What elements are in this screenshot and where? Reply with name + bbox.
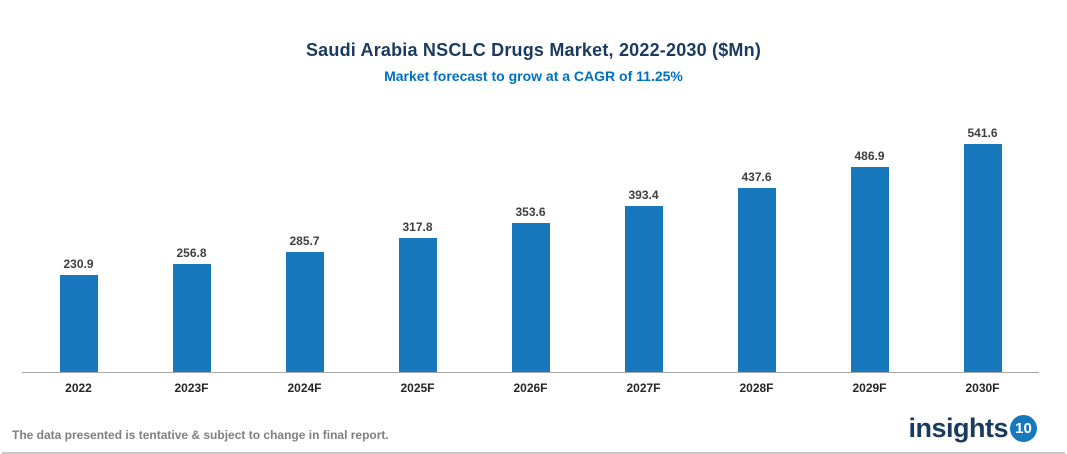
bar-value-label: 230.9: [63, 257, 94, 271]
x-axis-labels: 2022 2023F 2024F 2025F 2026F 2027F 2028F 2029F 2…: [22, 373, 1039, 395]
bar-column: 353.6: [474, 205, 587, 372]
bar-column: 230.9: [22, 257, 135, 372]
x-tick-label: 2026F: [513, 381, 548, 395]
bar: [172, 264, 211, 372]
bar-value-label: 437.6: [741, 170, 772, 184]
x-tick-label: 2027F: [626, 381, 661, 395]
bar-column: 437.6: [700, 170, 813, 372]
bar-value-label: 393.4: [628, 188, 659, 202]
footer: The data presented is tentative & subjec…: [2, 413, 1065, 454]
bar: [398, 238, 437, 372]
footer-note: The data presented is tentative & subjec…: [12, 428, 389, 442]
bar-value-label: 285.7: [289, 234, 320, 248]
logo-text: insights: [908, 413, 1008, 443]
x-tick-label: 2025F: [400, 381, 435, 395]
x-tick-label: 2030F: [965, 381, 1000, 395]
x-tick-label: 2023F: [174, 381, 209, 395]
bar: [737, 188, 776, 372]
x-tick-label: 2022: [65, 381, 92, 395]
chart-header: Saudi Arabia NSCLC Drugs Market, 2022-20…: [0, 0, 1067, 84]
insights10-logo: insights 10: [908, 413, 1051, 444]
bar-column: 393.4: [587, 188, 700, 372]
bar: [511, 223, 550, 372]
bar: [850, 167, 889, 372]
bar-column: 285.7: [248, 234, 361, 372]
bar-value-label: 541.6: [967, 126, 998, 140]
x-tick-label: 2028F: [739, 381, 774, 395]
chart-subtitle: Market forecast to grow at a CAGR of 11.…: [384, 68, 683, 84]
bars: 230.9 256.8 285.7 317.8 353.6 393.4 437.6 486.9…: [22, 120, 1039, 373]
logo-badge-icon: 10: [1010, 415, 1037, 442]
bar-value-label: 317.8: [402, 220, 433, 234]
bar-column: 486.9: [813, 149, 926, 372]
bar: [59, 275, 98, 372]
bar-value-label: 256.8: [176, 246, 207, 260]
bar: [624, 206, 663, 372]
bar-value-label: 486.9: [854, 149, 885, 163]
bar: [285, 252, 324, 372]
bar-value-label: 353.6: [515, 205, 546, 219]
bar: [963, 144, 1002, 372]
chart-title: Saudi Arabia NSCLC Drugs Market, 2022-20…: [305, 40, 762, 60]
x-tick-label: 2029F: [852, 381, 887, 395]
bar-column: 256.8: [135, 246, 248, 372]
bar-column: 541.6: [926, 126, 1039, 372]
bar-chart: 230.9 256.8 285.7 317.8 353.6 393.4 437.6 486.9…: [0, 84, 1067, 413]
x-tick-label: 2024F: [287, 381, 322, 395]
bar-column: 317.8: [361, 220, 474, 372]
